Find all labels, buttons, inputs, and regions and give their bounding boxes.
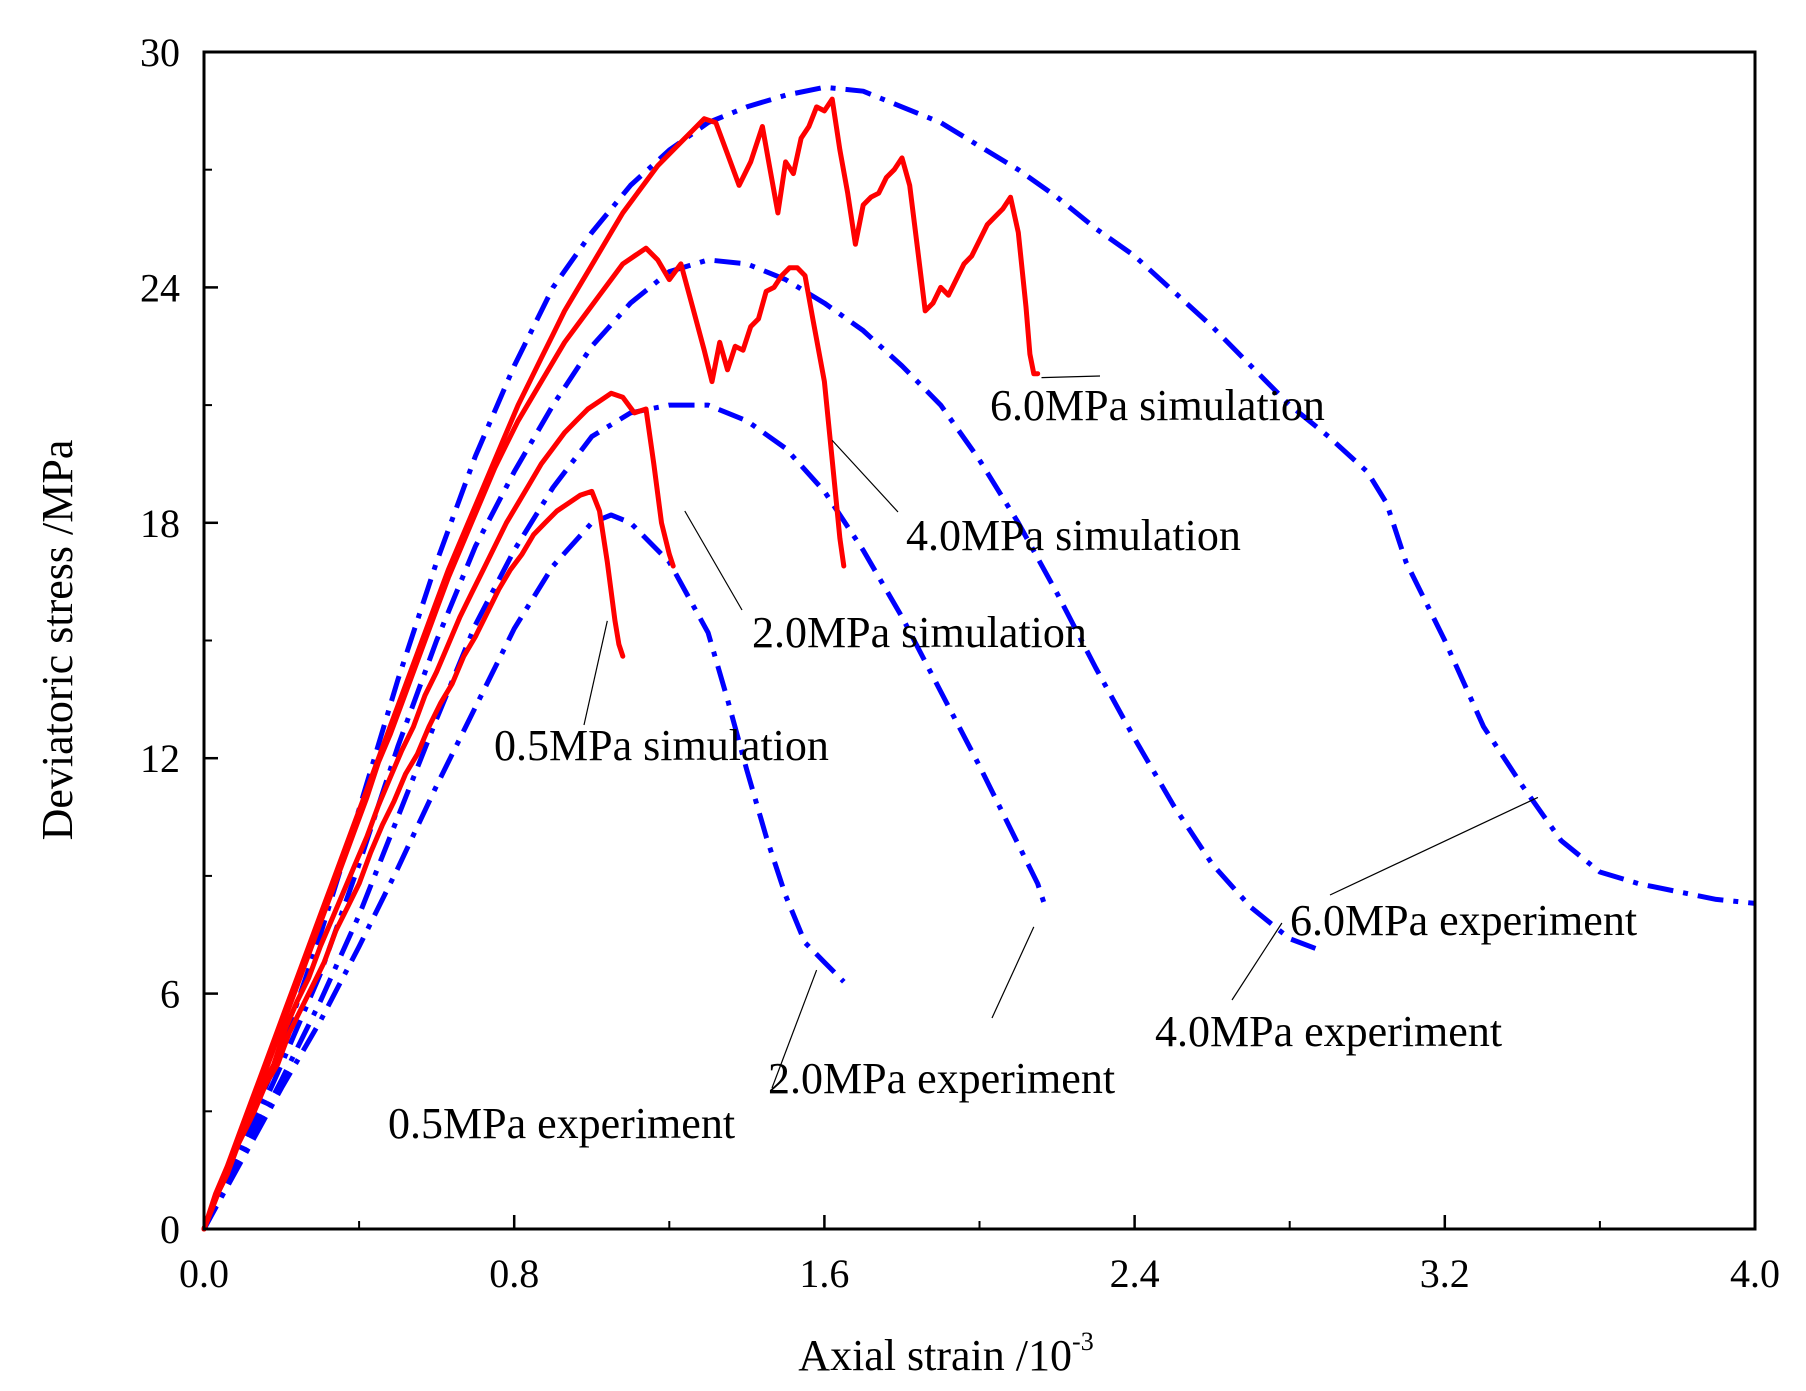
y-tick-label: 30 (140, 30, 180, 75)
x-tick-label: 1.6 (799, 1251, 849, 1296)
annotation-4mpa-experiment: 4.0MPa experiment (1155, 1007, 1502, 1056)
y-axis-title: Deviatoric stress /MPa (33, 440, 82, 841)
annotation-layer: 6.0MPa simulation 4.0MPa simulation 2.0M… (388, 381, 1637, 1148)
annotation-05mpa-simulation: 0.5MPa simulation (494, 721, 829, 770)
y-tick-label: 24 (140, 265, 180, 310)
x-tick-label: 2.4 (1110, 1251, 1160, 1296)
annotation-05mpa-experiment: 0.5MPa experiment (388, 1099, 735, 1148)
x-tick-label: 4.0 (1730, 1251, 1780, 1296)
leader-line-6mpa-experiment (1329, 796, 1539, 896)
x-tick-label: 3.2 (1420, 1251, 1470, 1296)
series-line-20mpa-experiment (201, 402, 1048, 1231)
series-line-60mpa-experiment (201, 84, 1756, 1231)
y-tick-label: 0 (160, 1207, 180, 1252)
y-tick-label: 6 (160, 972, 180, 1017)
y-tick-label: 12 (140, 736, 180, 781)
x-axis-title-superscript: -3 (1072, 1327, 1094, 1356)
series-line-20mpa-simulation (201, 390, 676, 1232)
annotation-6mpa-simulation: 6.0MPa simulation (990, 381, 1325, 430)
annotation-2mpa-simulation: 2.0MPa simulation (752, 608, 1087, 657)
leader-line-20mpa-experiment (991, 926, 1035, 1019)
leader-line-05mpa-simulation (583, 620, 608, 726)
y-tick-label: 18 (140, 501, 180, 546)
annotation-4mpa-simulation: 4.0MPa simulation (906, 511, 1241, 560)
annotation-2mpa-experiment: 2.0MPa experiment (768, 1054, 1115, 1103)
x-tick-label: 0.0 (179, 1251, 229, 1296)
leader-layer (583, 375, 1539, 1089)
series-layer (201, 84, 1756, 1232)
x-axis-title: Axial strain /10-3 (798, 1327, 1093, 1380)
leader-line-20mpa-simulation (684, 510, 743, 611)
leader-line-05mpa-experiment (771, 969, 818, 1089)
series-line-40mpa-simulation (201, 245, 847, 1232)
series-line-60mpa-simulation (201, 96, 1041, 1232)
tick-layer: 0.0 0.8 1.6 2.4 3.2 4.0 0 6 12 18 24 30 (140, 30, 1780, 1296)
leader-line-4mpa-experiment (1231, 922, 1283, 1001)
annotation-6mpa-experiment: 6.0MPa experiment (1290, 896, 1637, 945)
series-line-40mpa-experiment (201, 257, 1322, 1231)
leader-line-4mpa-simulation (831, 439, 899, 513)
leader-line-6mpa-simulation (1041, 375, 1101, 379)
x-axis-title-main: Axial strain /10 (798, 1331, 1072, 1380)
x-tick-label: 0.8 (489, 1251, 539, 1296)
